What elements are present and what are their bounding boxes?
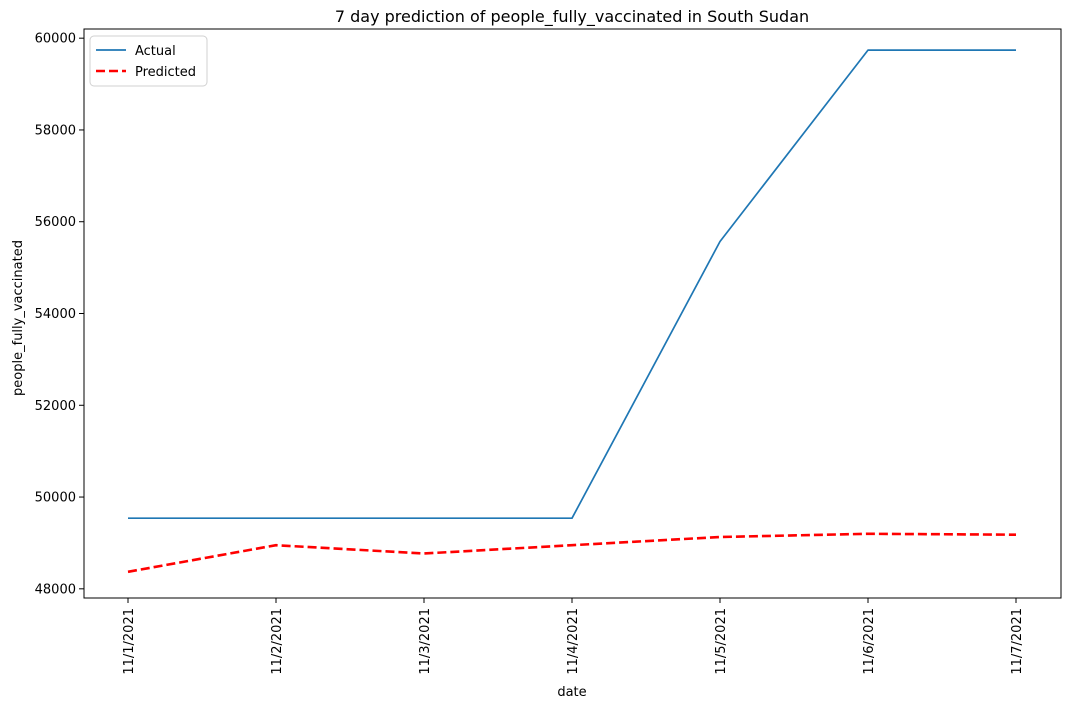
series-lines <box>127 49 1017 574</box>
x-tick-label: 11/7/2021 <box>1010 608 1025 675</box>
legend-box <box>89 35 208 87</box>
x-tick-label: 11/2/2021 <box>270 608 285 675</box>
y-axis-ticks: 48000 50000 52000 54000 56000 58000 60000 <box>35 32 84 597</box>
y-axis-label: people_fully_vaccinated <box>11 240 26 396</box>
y-tick-label: 52000 <box>35 399 76 414</box>
x-tick-label: 11/3/2021 <box>418 608 433 675</box>
x-tick-label: 11/4/2021 <box>566 608 581 675</box>
y-tick-label: 58000 <box>35 123 76 138</box>
x-tick-label: 11/6/2021 <box>862 608 877 675</box>
series-line-predicted <box>127 532 1017 574</box>
x-axis-ticks: 11/1/2021 11/2/2021 11/3/2021 11/4/2021 11/5… <box>122 598 1025 675</box>
x-axis-label: date <box>557 685 586 700</box>
y-tick-label: 60000 <box>35 32 76 47</box>
chart-title: 7 day prediction of people_fully_vaccina… <box>335 7 809 27</box>
legend-label-actual: Actual <box>135 44 176 59</box>
y-tick-label: 48000 <box>35 582 76 597</box>
legend-label-predicted: Predicted <box>135 65 196 80</box>
legend: Actual Predicted <box>89 35 208 87</box>
plot-area: 48000 50000 52000 54000 56000 58000 60000 11/1… <box>35 28 1062 675</box>
x-tick-label: 11/1/2021 <box>122 608 137 675</box>
y-tick-label: 50000 <box>35 491 76 506</box>
series-line-actual <box>128 49 1016 520</box>
x-tick-label: 11/5/2021 <box>714 608 729 675</box>
y-tick-label: 54000 <box>35 307 76 322</box>
y-tick-label: 56000 <box>35 215 76 230</box>
